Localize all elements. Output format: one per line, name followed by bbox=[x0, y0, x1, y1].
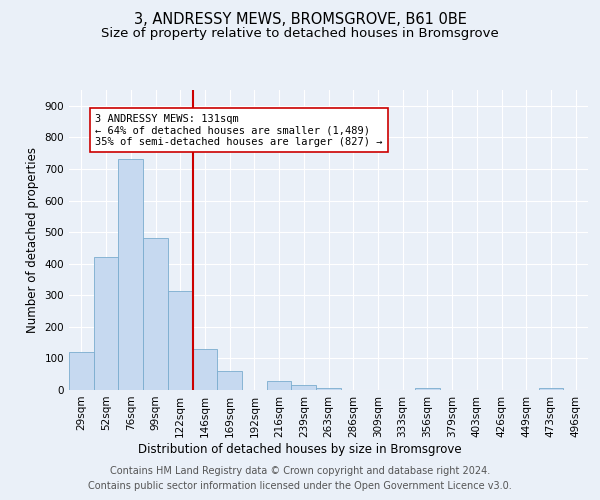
Text: Contains public sector information licensed under the Open Government Licence v3: Contains public sector information licen… bbox=[88, 481, 512, 491]
Bar bbox=[94, 258, 118, 390]
Bar bbox=[539, 388, 563, 390]
Text: Size of property relative to detached houses in Bromsgrove: Size of property relative to detached ho… bbox=[101, 28, 499, 40]
Bar bbox=[69, 352, 94, 390]
Text: 3 ANDRESSY MEWS: 131sqm
← 64% of detached houses are smaller (1,489)
35% of semi: 3 ANDRESSY MEWS: 131sqm ← 64% of detache… bbox=[95, 114, 382, 147]
Bar bbox=[415, 388, 440, 390]
Bar bbox=[143, 238, 168, 390]
Text: Distribution of detached houses by size in Bromsgrove: Distribution of detached houses by size … bbox=[138, 442, 462, 456]
Bar bbox=[292, 386, 316, 390]
Text: Contains HM Land Registry data © Crown copyright and database right 2024.: Contains HM Land Registry data © Crown c… bbox=[110, 466, 490, 476]
Bar bbox=[118, 160, 143, 390]
Bar bbox=[217, 371, 242, 390]
Text: 3, ANDRESSY MEWS, BROMSGROVE, B61 0BE: 3, ANDRESSY MEWS, BROMSGROVE, B61 0BE bbox=[134, 12, 466, 28]
Y-axis label: Number of detached properties: Number of detached properties bbox=[26, 147, 39, 333]
Bar bbox=[168, 290, 193, 390]
Bar bbox=[267, 380, 292, 390]
Bar bbox=[193, 349, 217, 390]
Bar bbox=[316, 388, 341, 390]
